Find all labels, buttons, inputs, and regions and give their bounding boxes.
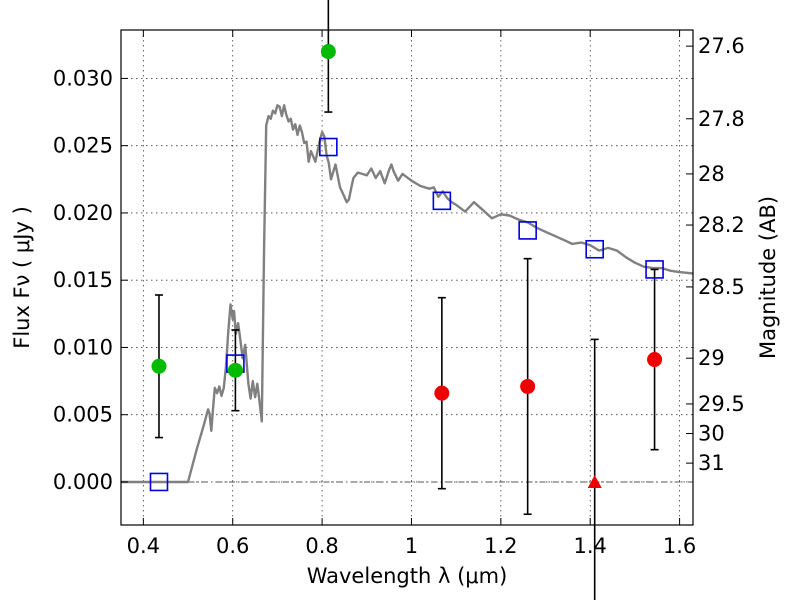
y-tick-label: 0.020 [53,201,113,225]
right-tick-label: 29 [698,346,725,370]
nondetection-point [647,352,663,368]
x-tick-label: 1.2 [484,534,517,558]
y-tick-label: 0.015 [53,268,113,292]
x-tick-label: 0.4 [127,534,160,558]
y-axis-label: Flux Fν ( μJy ) [10,206,34,349]
y-tick-label: 0.000 [53,470,113,494]
right-tick-label: 28.5 [698,275,745,299]
x-tick-label: 1.6 [663,534,696,558]
model-band-point [645,260,664,279]
right-tick-label: 28.2 [698,213,745,237]
axes: 0.4 0.6 0.8 1 1.2 1.4 1.6 0.000 0.005 0.010 0.015 0… [53,30,745,558]
y-tick-label: 0.005 [53,403,113,427]
x-axis-label: Wavelength λ (μm) [307,564,508,588]
right-tick-label: 28 [698,162,725,186]
right-tick-label: 30 [698,422,725,446]
y-tick-label: 0.025 [53,134,113,158]
y-tick-label: 0.030 [53,66,113,90]
model-band-point [432,191,452,211]
detection-point [151,358,167,374]
model-band-point [585,239,604,259]
grid [121,30,693,525]
model-band-point [319,137,338,157]
upper-limit-point [587,474,602,488]
model-sed-line [121,104,694,484]
detection-point [227,362,243,378]
nondetection-point [520,378,536,394]
x-tick-label: 0.8 [305,534,338,558]
model-band-point [518,221,537,240]
x-tick-label: 1 [405,534,418,558]
upper-limit-errorbar [590,338,599,600]
right-tick-label: 27.8 [698,107,745,131]
right-tick-label: 31 [698,451,725,475]
nondetection-point [434,385,450,401]
right-axis-label: Magnitude (AB) [756,196,780,359]
plot-frame [120,29,694,526]
model-band-point [149,472,169,492]
detection-point [320,44,336,60]
y-tick-label: 0.010 [53,335,113,359]
right-tick-label: 27.6 [698,34,745,58]
x-tick-label: 1.4 [574,534,607,558]
plot-area [121,0,694,600]
right-tick-label: 29.5 [698,392,745,416]
x-tick-label: 0.6 [216,534,249,558]
